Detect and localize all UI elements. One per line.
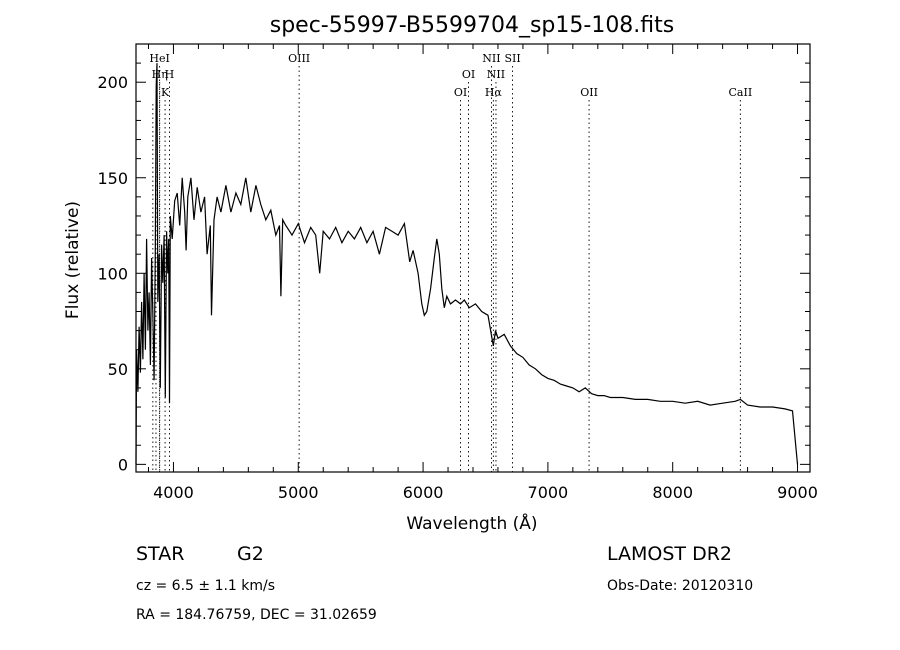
emission-line-labels: HeI Hη KH OIII OI OI NII Hα NII SII OII CaII bbox=[149, 52, 752, 99]
y-axis-ticks: 0 50 100 150 200 bbox=[97, 43, 810, 474]
x-tick-label: 7000 bbox=[528, 483, 569, 502]
plot-frame bbox=[135, 43, 811, 473]
chart-title: spec-55997-B5599704_sp15-108.fits bbox=[270, 13, 675, 38]
y-tick-label: 100 bbox=[97, 264, 128, 283]
reference-line-label-9: NII bbox=[482, 52, 500, 65]
reference-line-label-10: Hα bbox=[485, 86, 503, 99]
spectrum-line bbox=[135, 63, 799, 465]
object-type: STAR bbox=[136, 543, 184, 565]
reference-line-label-7: OI bbox=[454, 86, 467, 99]
object-subclass: G2 bbox=[237, 543, 264, 565]
reference-line-label-5: H bbox=[165, 68, 175, 81]
x-tick-label: 4000 bbox=[153, 483, 194, 502]
obs-date: Obs-Date: 20120310 bbox=[607, 578, 753, 594]
reference-line-label-12: SII bbox=[504, 52, 520, 65]
emission-line-markers bbox=[152, 66, 741, 472]
y-axis-label: Flux (relative) bbox=[63, 201, 83, 319]
y-tick-label: 200 bbox=[97, 73, 128, 92]
reference-line-label-13: OII bbox=[580, 86, 598, 99]
reference-line-label-4: K bbox=[161, 86, 170, 99]
reference-line-label-11: NII bbox=[487, 68, 505, 81]
x-tick-label: 5000 bbox=[278, 483, 319, 502]
x-tick-label: 6000 bbox=[403, 483, 444, 502]
x-axis-ticks: 4000 5000 6000 7000 8000 9000 bbox=[147, 44, 818, 502]
reference-line-label-14: CaII bbox=[729, 86, 753, 99]
y-tick-label: 50 bbox=[108, 360, 128, 379]
coordinates: RA = 184.76759, DEC = 31.02659 bbox=[136, 607, 377, 623]
x-axis-label: Wavelength (Å) bbox=[406, 512, 537, 534]
reference-line-label-2: HeI bbox=[149, 52, 169, 65]
reference-line-label-3: Hη bbox=[152, 68, 168, 81]
survey-name: LAMOST DR2 bbox=[607, 543, 732, 565]
reference-line-label-8: OI bbox=[462, 68, 475, 81]
y-tick-label: 150 bbox=[97, 169, 128, 188]
y-tick-label: 0 bbox=[118, 455, 128, 474]
x-tick-label: 8000 bbox=[652, 483, 693, 502]
reference-line-label-6: OIII bbox=[288, 52, 310, 65]
redshift-text: cz = 6.5 ± 1.1 km/s bbox=[136, 578, 275, 594]
x-tick-label: 9000 bbox=[777, 483, 818, 502]
